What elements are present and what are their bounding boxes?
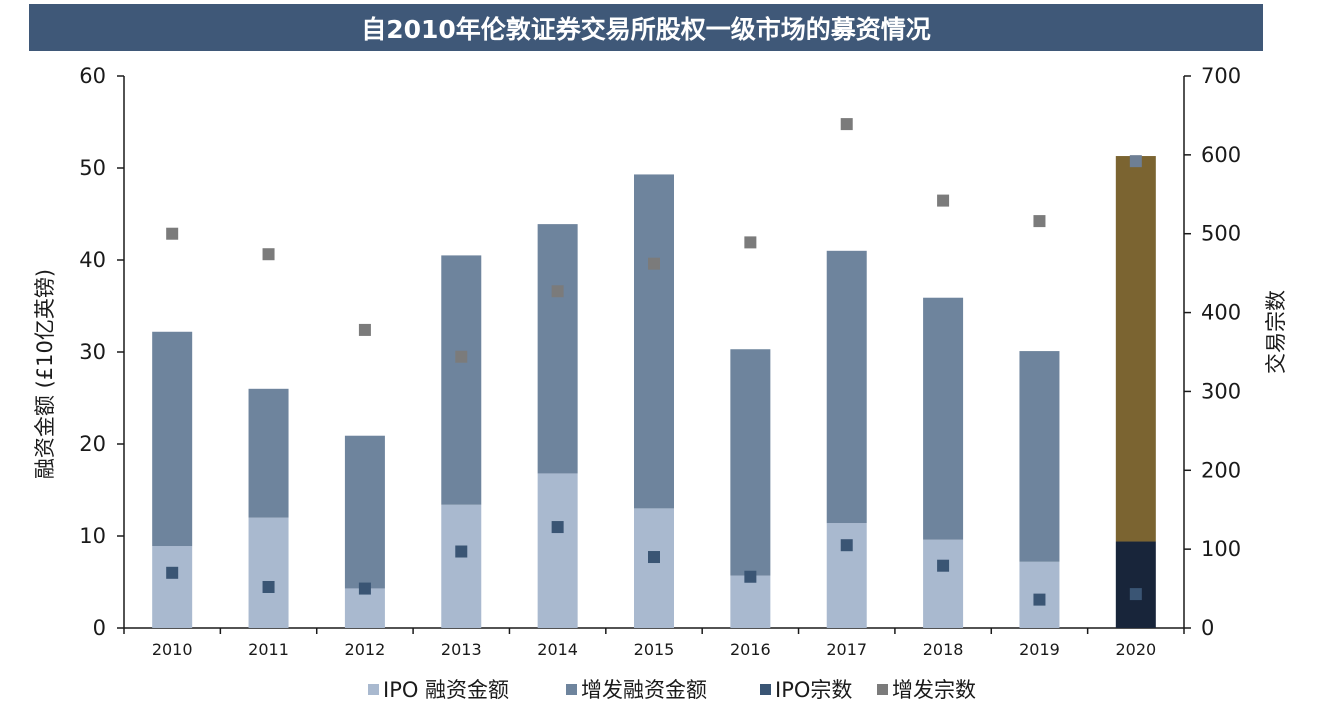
- bar-secondary-amount-2014: [537, 224, 578, 474]
- marker-ipo-count-2010: [166, 566, 179, 579]
- bar-secondary-amount-2011: [248, 388, 289, 518]
- marker-secondary-count-2013: [455, 350, 468, 363]
- chart-title: 自2010年伦敦证券交易所股权一级市场的募资情况: [29, 4, 1263, 51]
- x-tick-label: 2020: [1115, 640, 1156, 659]
- legend-label-secondary-count: 增发宗数: [892, 678, 976, 702]
- left-tick-label: 40: [79, 248, 106, 272]
- marker-secondary-count-2017: [840, 118, 853, 131]
- marker-ipo-count-2019: [1033, 593, 1046, 606]
- x-tick-label: 2018: [923, 640, 964, 659]
- y-axis-label: 融资金额 (£10亿英镑): [33, 269, 57, 479]
- marker-secondary-count-2016: [744, 236, 757, 249]
- right-tick-label: 700: [1201, 64, 1241, 88]
- bar-ipo-amount-2017: [826, 523, 867, 628]
- left-tick-label: 50: [79, 156, 106, 180]
- marker-secondary-count-2019: [1033, 215, 1046, 228]
- marker-ipo-count-2012: [358, 582, 371, 595]
- marker-secondary-count-2010: [166, 227, 179, 240]
- marker-ipo-count-2011: [262, 580, 275, 593]
- left-tick-label: 10: [79, 524, 106, 548]
- x-tick-label: 2015: [634, 640, 675, 659]
- marker-ipo-count-2014: [551, 521, 564, 534]
- y2-axis-label: 交易宗数: [1264, 290, 1288, 374]
- marker-secondary-count-2020: [1129, 155, 1142, 168]
- bar-ipo-amount-2020: [1115, 541, 1156, 628]
- marker-secondary-count-2015: [648, 257, 660, 270]
- bar-secondary-amount-2012: [344, 435, 385, 589]
- legend-label-secondary-amount: 增发融资金额: [581, 678, 707, 702]
- left-tick-label: 20: [79, 432, 106, 456]
- bar-secondary-amount-2010: [152, 331, 193, 547]
- marker-ipo-count-2015: [648, 551, 660, 564]
- bar-ipo-amount-2011: [248, 517, 289, 628]
- right-tick-label: 200: [1201, 458, 1241, 482]
- left-tick-label: 30: [79, 340, 106, 364]
- right-tick-label: 500: [1201, 222, 1241, 246]
- left-tick-label: 60: [79, 64, 106, 88]
- right-tick-label: 100: [1201, 537, 1241, 561]
- bar-secondary-amount-2013: [441, 255, 482, 505]
- bar-ipo-amount-2015: [634, 508, 674, 628]
- marker-secondary-count-2014: [551, 285, 564, 298]
- bar-ipo-amount-2013: [441, 504, 482, 628]
- bar-secondary-amount-2018: [923, 297, 964, 540]
- bar-secondary-amount-2020: [1115, 156, 1156, 542]
- marker-ipo-count-2013: [455, 545, 468, 558]
- bar-ipo-amount-2012: [344, 588, 385, 628]
- marker-secondary-count-2018: [937, 194, 950, 207]
- marker-ipo-count-2017: [840, 539, 853, 552]
- marker-secondary-count-2011: [262, 248, 275, 261]
- legend-swatch-secondary-count: [877, 684, 888, 695]
- bar-ipo-amount-2014: [537, 473, 578, 628]
- marker-ipo-count-2020: [1129, 588, 1142, 601]
- legend-label-ipo-count: IPO宗数: [775, 678, 852, 702]
- legend-swatch-ipo-amount: [368, 684, 379, 695]
- right-tick-label: 600: [1201, 143, 1241, 167]
- bar-secondary-amount-2017: [826, 250, 867, 524]
- right-tick-label: 400: [1201, 301, 1241, 325]
- x-tick-label: 2017: [826, 640, 867, 659]
- right-tick-label: 300: [1201, 379, 1241, 403]
- x-tick-label: 2012: [345, 640, 386, 659]
- marker-ipo-count-2018: [937, 559, 950, 572]
- legend-swatch-ipo-count: [760, 684, 771, 695]
- x-tick-label: 2013: [441, 640, 482, 659]
- x-tick-label: 2016: [730, 640, 771, 659]
- bar-secondary-amount-2015: [634, 174, 674, 509]
- bar-ipo-amount-2010: [152, 546, 193, 628]
- left-tick-label: 0: [93, 616, 106, 640]
- bar-secondary-amount-2019: [1019, 351, 1060, 562]
- legend-label-ipo-amount: IPO 融资金额: [383, 678, 509, 702]
- bar-ipo-amount-2018: [923, 539, 964, 628]
- x-tick-label: 2019: [1019, 640, 1060, 659]
- legend-swatch-secondary-amount: [566, 684, 577, 695]
- marker-secondary-count-2012: [358, 323, 371, 336]
- x-tick-label: 2010: [152, 640, 193, 659]
- x-tick-label: 2014: [537, 640, 578, 659]
- marker-ipo-count-2016: [744, 570, 757, 583]
- bar-ipo-amount-2016: [730, 575, 771, 628]
- x-tick-label: 2011: [248, 640, 289, 659]
- right-tick-label: 0: [1201, 616, 1214, 640]
- bar-secondary-amount-2016: [730, 349, 771, 576]
